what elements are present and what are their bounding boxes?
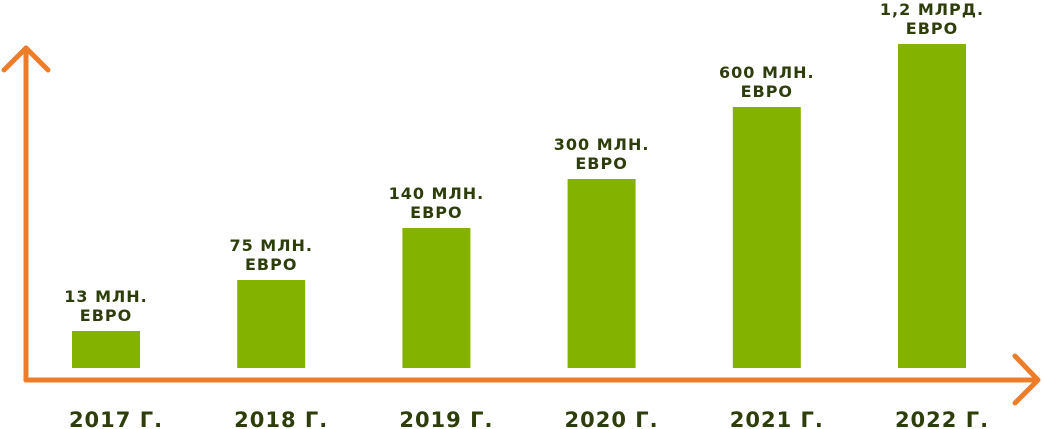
x-axis-arrowhead: [1012, 353, 1041, 406]
x-tick-label-5: 2022 Г.: [895, 408, 989, 429]
y-axis-arrowhead: [1, 45, 51, 73]
bar-2: [402, 228, 471, 368]
bar-value-currency: ЕВРО: [575, 154, 627, 173]
x-tick-label-1: 2018 Г.: [234, 408, 328, 429]
bar-value-amount: 13 МЛН.: [64, 287, 148, 306]
bar-value-label-3: 300 МЛН. ЕВРО: [554, 135, 650, 173]
bar-series: [72, 44, 966, 368]
bar-1: [237, 280, 306, 368]
x-tick-label-4: 2021 Г.: [730, 408, 824, 429]
bar-value-amount: 75 МЛН.: [229, 236, 313, 255]
bar-value-label-1: 75 МЛН. ЕВРО: [229, 236, 313, 274]
x-tick-label-3: 2020 Г.: [565, 408, 659, 429]
bar-value-amount: 300 МЛН.: [554, 135, 650, 154]
bar-value-currency: ЕВРО: [80, 306, 132, 325]
bar-value-label-4: 600 МЛН. ЕВРО: [719, 63, 815, 101]
bar-0: [72, 331, 140, 368]
bar-value-currency: ЕВРО: [245, 255, 297, 274]
bar-value-amount: 140 МЛН.: [389, 184, 485, 203]
bar-value-currency: ЕВРО: [410, 203, 462, 222]
bar-5: [898, 44, 966, 368]
bar-value-currency: ЕВРО: [741, 82, 793, 101]
bar-3: [567, 179, 636, 368]
bar-value-label-2: 140 МЛН. ЕВРО: [389, 184, 485, 222]
x-tick-label-2: 2019 Г.: [399, 408, 493, 429]
chart-axes: [1, 45, 1041, 406]
bar-4: [732, 107, 801, 368]
bar-value-label-0: 13 МЛН. ЕВРО: [64, 287, 148, 325]
bar-value-amount: 1,2 МЛРД.: [880, 0, 984, 19]
bar-value-amount: 600 МЛН.: [719, 63, 815, 82]
x-tick-labels: 2017 Г. 2018 Г. 2019 Г. 2020 Г. 2021 Г. 2022 …: [69, 408, 989, 429]
bar-value-currency: ЕВРО: [906, 19, 958, 38]
bar-value-label-5: 1,2 МЛРД. ЕВРО: [880, 0, 984, 38]
x-tick-label-0: 2017 Г.: [69, 408, 163, 429]
